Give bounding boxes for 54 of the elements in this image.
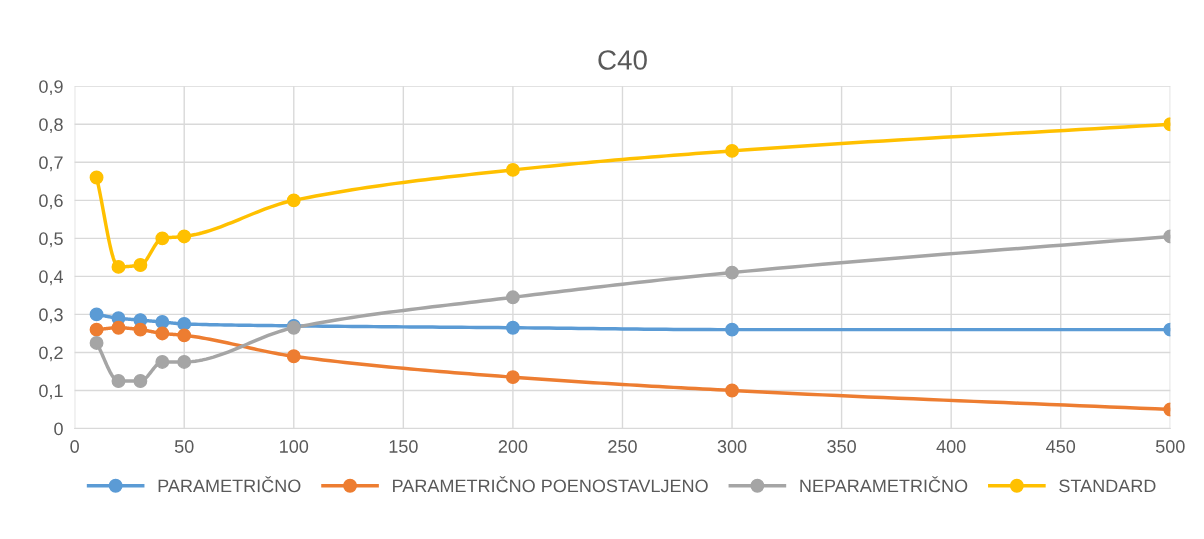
point xyxy=(89,307,104,322)
x-tick-label: 0 xyxy=(70,440,79,453)
point xyxy=(177,316,192,331)
point xyxy=(177,328,192,343)
point xyxy=(133,322,148,337)
point xyxy=(286,193,301,208)
point xyxy=(155,231,170,246)
chart-title: C40 xyxy=(598,50,647,70)
point xyxy=(725,322,739,337)
point xyxy=(89,335,104,350)
point xyxy=(505,320,520,335)
y-tick-label: 0,6 xyxy=(39,194,63,210)
y-tick-label: 0,7 xyxy=(39,156,63,172)
point xyxy=(177,229,192,244)
point xyxy=(89,170,104,185)
legend-label: NEPARAMETRIČNO xyxy=(800,476,968,493)
y-tick-label: 0,9 xyxy=(39,80,63,96)
x-tick-label: 50 xyxy=(174,440,194,453)
point xyxy=(155,315,170,329)
point xyxy=(177,355,192,369)
point xyxy=(505,162,520,177)
point xyxy=(725,383,739,398)
x-tick-label: 400 xyxy=(936,440,966,453)
point xyxy=(155,355,170,369)
x-tick-label: 150 xyxy=(389,440,418,453)
point xyxy=(133,374,148,388)
point xyxy=(89,322,104,337)
y-tick-label: 0,1 xyxy=(39,384,63,400)
legend-label: STANDARD xyxy=(1059,479,1156,493)
y-tick-label: 0 xyxy=(54,422,63,436)
x-tick-label: 500 xyxy=(1155,440,1185,453)
y-tick-label: 0,5 xyxy=(39,232,63,248)
y-tick-label: 0,2 xyxy=(39,346,63,362)
point xyxy=(111,374,126,388)
legend-label: PARAMETRIČNO xyxy=(158,476,301,493)
y-tick-label: 0,4 xyxy=(39,270,64,286)
x-tick-label: 100 xyxy=(280,440,309,453)
point xyxy=(505,290,520,305)
x-tick-label: 200 xyxy=(498,440,528,453)
point xyxy=(725,143,739,158)
point xyxy=(111,320,126,335)
point xyxy=(155,326,170,341)
legend-label: PARAMETRIČNO POENOSTAVLJENO xyxy=(393,476,708,493)
point xyxy=(725,265,739,280)
x-tick-label: 300 xyxy=(717,440,747,453)
x-tick-label: 250 xyxy=(608,440,637,453)
point xyxy=(286,349,301,364)
y-tick-label: 0,8 xyxy=(39,118,63,134)
point xyxy=(133,258,148,272)
x-tick-label: 350 xyxy=(827,440,856,453)
x-tick-label: 450 xyxy=(1046,440,1076,453)
y-tick-label: 0,3 xyxy=(39,308,63,324)
point xyxy=(505,370,520,385)
point xyxy=(111,259,126,274)
